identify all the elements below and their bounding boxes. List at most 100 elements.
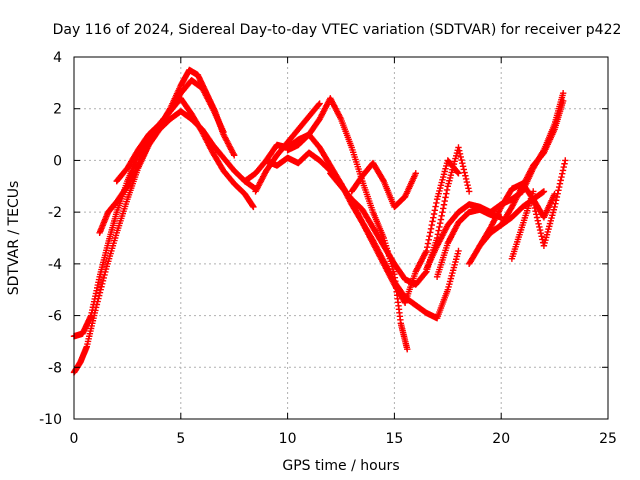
data-point	[443, 186, 451, 194]
data-point	[439, 208, 446, 216]
data-point	[559, 97, 567, 105]
data-point	[100, 274, 107, 282]
data-point	[438, 212, 445, 220]
data-point	[456, 147, 463, 154]
data-point	[458, 156, 465, 164]
data-point	[533, 214, 541, 221]
data-point	[430, 210, 438, 218]
tick-labels: 0 5 10 15 20 25 -10 -8 -6 -4 -2 0 2 4	[39, 50, 617, 447]
data-point	[455, 170, 462, 177]
grid-lines	[74, 57, 608, 419]
data-point	[433, 199, 440, 207]
data-point	[99, 280, 106, 288]
data-point	[92, 307, 99, 314]
data-point	[461, 169, 468, 176]
x-tick-label: 20	[492, 431, 510, 447]
data-point	[463, 178, 471, 186]
data-point	[533, 211, 540, 218]
data-point	[102, 268, 109, 276]
data-point	[440, 205, 447, 212]
data-point	[92, 304, 100, 311]
data-point	[441, 197, 448, 205]
data-point	[430, 214, 437, 221]
data-point	[443, 190, 450, 197]
data-point	[462, 175, 470, 183]
series-track-p	[498, 97, 567, 229]
data-point	[93, 301, 101, 308]
data-point	[404, 345, 411, 353]
data-point	[427, 225, 435, 232]
data-point	[455, 144, 462, 151]
data-point	[460, 166, 468, 173]
series-track-j	[348, 159, 419, 211]
data-point	[94, 298, 101, 305]
data-point	[556, 180, 564, 187]
data-point	[555, 183, 563, 191]
data-point	[250, 203, 257, 211]
plot-frame	[73, 56, 609, 420]
data-point	[424, 240, 432, 247]
data-point	[558, 173, 565, 181]
data-point	[534, 217, 542, 224]
x-tick-label: 10	[279, 431, 297, 447]
data-point	[456, 150, 464, 157]
chart-title: Day 116 of 2024, Sidereal Day-to-day VTE…	[53, 22, 622, 38]
data-point	[560, 163, 567, 171]
data-point	[459, 163, 467, 170]
data-point	[432, 203, 439, 210]
series-track-a	[70, 95, 257, 340]
axis-ticks	[73, 56, 609, 420]
data-point	[96, 289, 104, 296]
data-point	[425, 236, 432, 244]
y-tick-label: -6	[48, 309, 62, 325]
data-point	[462, 172, 469, 179]
y-tick-label: 2	[53, 102, 62, 118]
data-point	[412, 170, 419, 177]
y-tick-label: 4	[53, 50, 62, 66]
data-point	[436, 220, 444, 227]
data-point	[536, 223, 543, 231]
y-axis-label: SDTVAR / TECUs	[6, 181, 22, 296]
data-point	[231, 152, 238, 159]
data-point	[553, 193, 561, 201]
data-point	[427, 229, 434, 236]
series-track-c	[96, 108, 259, 237]
series-track-h	[263, 149, 409, 306]
data-point	[95, 295, 102, 302]
data-points	[70, 66, 569, 376]
data-point	[562, 157, 569, 164]
y-tick-label: -4	[48, 257, 62, 273]
data-point	[426, 232, 433, 240]
series-track-d	[113, 77, 227, 185]
data-point	[464, 181, 471, 189]
y-tick-label: -10	[39, 412, 62, 428]
data-point	[540, 188, 548, 195]
data-point	[435, 227, 442, 234]
data-point	[551, 203, 558, 211]
data-point	[99, 277, 107, 285]
data-point	[436, 223, 443, 231]
data-point	[431, 207, 439, 214]
data-point	[315, 101, 323, 108]
data-point	[428, 221, 435, 229]
data-point	[555, 187, 562, 194]
y-tick-label: -2	[48, 205, 62, 221]
series-track-k	[401, 157, 462, 306]
y-tick-label: -8	[48, 360, 62, 376]
data-point	[457, 153, 464, 161]
data-point	[316, 100, 323, 107]
series-track-g	[284, 95, 411, 353]
data-point	[101, 271, 108, 279]
x-axis-label: GPS time / hours	[282, 458, 399, 474]
series-track-q	[530, 157, 569, 249]
x-tick-label: 5	[176, 431, 185, 447]
data-point	[536, 226, 544, 234]
data-point	[98, 283, 105, 290]
data-point	[531, 204, 538, 212]
x-tick-label: 0	[70, 431, 79, 447]
data-point	[530, 188, 537, 195]
data-point	[559, 170, 566, 177]
data-point	[423, 247, 430, 255]
data-point	[538, 233, 545, 240]
data-point	[552, 197, 560, 204]
